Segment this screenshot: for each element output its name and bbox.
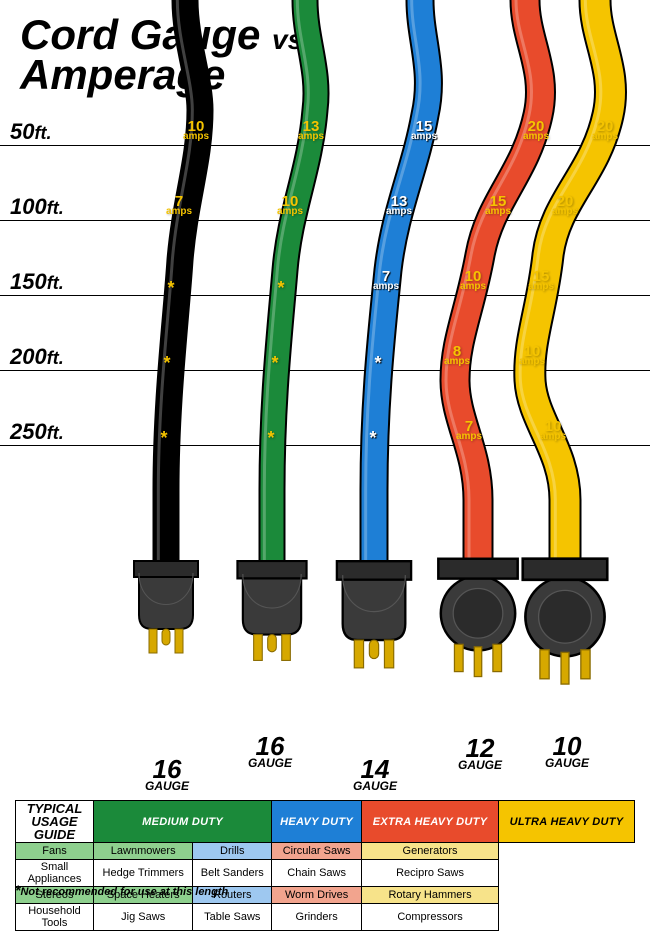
rating-star: * <box>267 281 295 295</box>
usage-cell: Rotary Hammers <box>362 887 499 904</box>
gauge-label: 16GAUGE <box>145 758 189 791</box>
rating-value: 10amps <box>518 346 546 366</box>
rating-value: 13amps <box>297 121 325 141</box>
rating-value: 20amps <box>551 196 579 216</box>
rating-star: * <box>364 356 392 370</box>
plug-icon <box>237 561 306 660</box>
rating-star: * <box>261 356 289 370</box>
rating-star: * <box>153 356 181 370</box>
usage-header: HEAVY DUTY <box>272 801 362 843</box>
rating-value: 15amps <box>484 196 512 216</box>
usage-cell: Recipro Saws <box>362 860 499 887</box>
rating-star: * <box>150 431 178 445</box>
usage-cell: Drills <box>193 843 272 860</box>
usage-cell: Generators <box>362 843 499 860</box>
usage-title: TYPICAL USAGE GUIDE <box>16 801 94 843</box>
rating-value: 10amps <box>539 421 567 441</box>
plug-icon <box>438 559 517 677</box>
rating-value: 20amps <box>522 121 550 141</box>
usage-guide-table: TYPICAL USAGE GUIDE MEDIUM DUTYHEAVY DUT… <box>15 800 635 931</box>
usage-header: MEDIUM DUTY <box>94 801 272 843</box>
gauge-label: 10GAUGE <box>545 735 589 768</box>
usage-header: ULTRA HEAVY DUTY <box>498 801 634 843</box>
rating-star: * <box>257 431 285 445</box>
cord-chart <box>0 0 650 780</box>
usage-cell: Table Saws <box>193 904 272 931</box>
plug-icon <box>523 559 607 684</box>
usage-header: EXTRA HEAVY DUTY <box>362 801 499 843</box>
usage-cell: Circular Saws <box>272 843 362 860</box>
usage-cell: Household Tools <box>16 904 94 931</box>
rating-value: 7amps <box>455 421 483 441</box>
usage-cell: Lawnmowers <box>94 843 193 860</box>
rating-value: 10amps <box>459 271 487 291</box>
usage-cell: Jig Saws <box>94 904 193 931</box>
footnote-text: Not recommended for use at this length <box>20 886 228 898</box>
rating-star: * <box>359 431 387 445</box>
rating-star: * <box>157 281 185 295</box>
usage-cell: Compressors <box>362 904 499 931</box>
footnote: *Not recommended for use at this length <box>15 882 228 898</box>
rating-value: 7amps <box>372 271 400 291</box>
rating-value: 7amps <box>165 196 193 216</box>
rating-value: 20amps <box>591 121 619 141</box>
plug-icon <box>337 561 411 668</box>
gauge-label: 16GAUGE <box>248 735 292 768</box>
usage-cell: Chain Saws <box>272 860 362 887</box>
rating-value: 15amps <box>410 121 438 141</box>
rating-value: 15amps <box>527 271 555 291</box>
gauge-label: 14GAUGE <box>353 758 397 791</box>
rating-value: 10amps <box>276 196 304 216</box>
usage-cell: Grinders <box>272 904 362 931</box>
rating-value: 8amps <box>443 346 471 366</box>
rating-value: 10amps <box>182 121 210 141</box>
plug-icon <box>134 561 198 653</box>
usage-cell: Worm Drives <box>272 887 362 904</box>
rating-value: 13amps <box>385 196 413 216</box>
gauge-label: 12GAUGE <box>458 737 502 770</box>
usage-cell: Fans <box>16 843 94 860</box>
